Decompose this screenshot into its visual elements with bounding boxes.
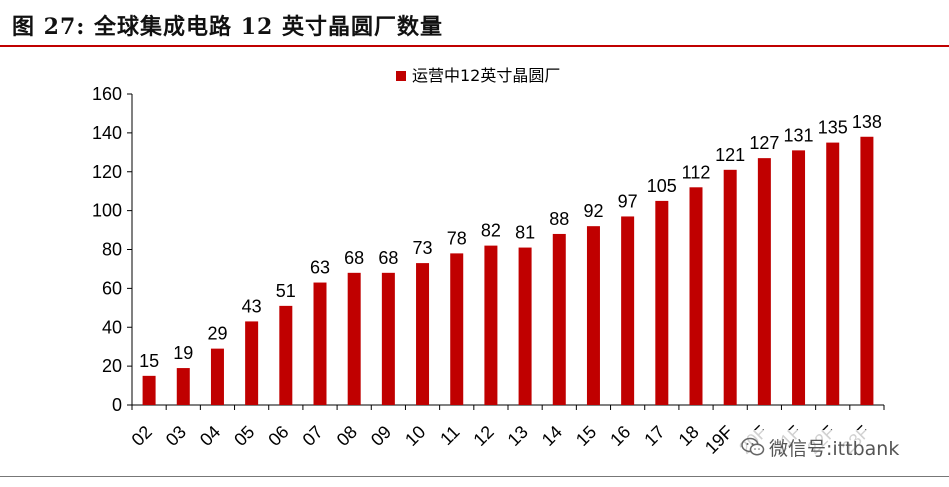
data-label: 121 [715,145,745,165]
bar [313,282,327,405]
x-tick-label: 04 [196,422,224,450]
x-tick-label: 19F [701,422,737,458]
bar [689,187,703,405]
data-label: 63 [310,258,330,278]
bar [552,233,566,405]
data-label: 68 [344,248,364,268]
data-label: 138 [852,112,882,132]
bar [655,200,669,405]
data-label: 15 [139,351,159,371]
bar [245,321,259,405]
bar [279,305,293,405]
y-tick-label: 120 [92,162,122,182]
bar [723,169,737,405]
bar [621,216,635,405]
bar [792,150,806,405]
data-label: 43 [242,296,262,316]
x-tick-label: 13 [504,422,532,450]
wechat-icon [741,437,765,456]
x-tick-label: 16 [606,422,634,450]
bar [176,368,190,405]
data-label: 73 [413,238,433,258]
bar [381,272,395,405]
y-tick-label: 160 [92,84,122,104]
x-tick-label: 17 [640,422,668,450]
bar [142,375,156,405]
x-tick-label: 15 [572,422,600,450]
y-tick-label: 0 [112,395,122,415]
legend: 运营中12英寸晶圆厂 [396,66,560,85]
legend-swatch [396,71,406,81]
data-label: 92 [583,201,603,221]
y-tick-label: 20 [102,356,122,376]
x-tick-label: 08 [333,422,361,450]
y-tick-label: 80 [102,240,122,260]
data-label: 81 [515,223,535,243]
bar [484,245,498,405]
bar [757,158,771,405]
y-tick-label: 40 [102,317,122,337]
legend-label: 运营中12英寸晶圆厂 [412,66,560,85]
x-tick-label: 18 [675,422,703,450]
data-label: 112 [682,162,711,182]
bar [518,247,532,405]
bar-series [142,136,874,405]
data-label: 88 [549,209,569,229]
data-label: 78 [447,228,467,248]
x-tick-label: 03 [162,422,190,450]
bar [416,263,430,405]
data-label: 105 [647,176,677,196]
data-label: 127 [749,133,779,153]
data-label: 68 [378,248,398,268]
data-label: 135 [818,118,848,138]
data-label: 29 [207,324,227,344]
figure-header: 图 27: 全球集成电路 12 英寸晶圆厂数量 [0,0,949,47]
x-tick-label: 10 [401,422,429,450]
data-label: 51 [276,281,296,301]
bar [210,348,224,405]
watermark-text: 微信号:ittbank [769,437,900,460]
x-tick-label: 06 [264,422,292,450]
watermark: 微信号:ittbank [735,430,906,464]
y-tick-label: 100 [92,201,122,221]
x-tick-label: 05 [230,422,258,450]
bar [450,253,464,405]
x-tick-label: 02 [128,422,156,450]
bar [860,136,874,405]
bar [347,272,361,405]
bar [586,226,600,405]
x-tick-label: 14 [538,422,566,450]
y-tick-label: 140 [92,123,122,143]
y-tick-label: 60 [102,278,122,298]
x-tick-label: 07 [299,422,327,450]
title-underline [0,45,949,47]
data-label: 131 [784,125,814,145]
footer-rule [0,476,949,477]
data-label: 82 [481,221,501,241]
y-axis: 0 20 40 60 80 100 120 140 160 [92,84,133,415]
x-tick-label: 11 [436,422,463,449]
data-label: 19 [173,343,193,363]
x-tick-label: 12 [469,422,497,450]
bar [826,142,840,405]
x-tick-label: 09 [367,422,395,450]
figure-title: 图 27: 全球集成电路 12 英寸晶圆厂数量 [12,14,443,40]
data-label: 97 [618,191,638,211]
